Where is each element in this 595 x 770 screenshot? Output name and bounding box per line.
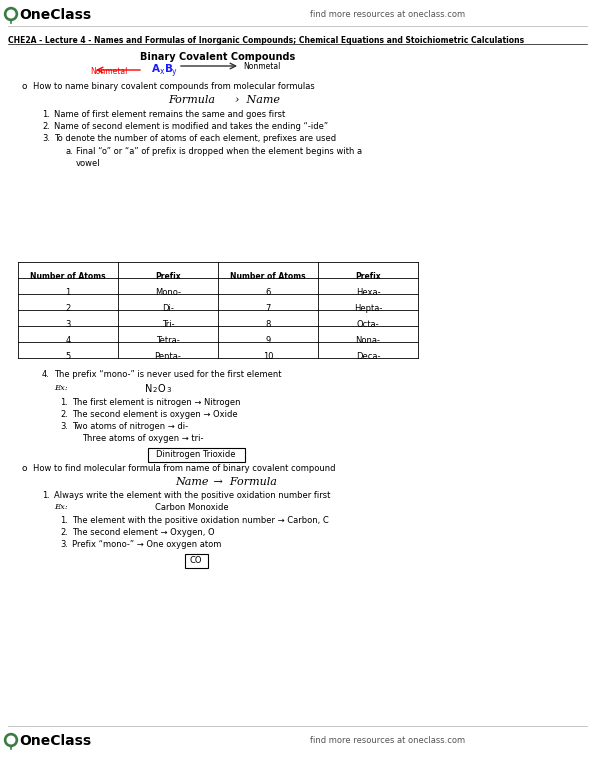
Text: The prefix “mono-” is never used for the first element: The prefix “mono-” is never used for the… — [54, 370, 281, 379]
Text: 1.: 1. — [60, 398, 68, 407]
FancyBboxPatch shape — [184, 554, 208, 567]
Text: Nonmetal: Nonmetal — [243, 62, 280, 71]
Text: 4: 4 — [65, 336, 71, 346]
Text: N: N — [145, 384, 152, 394]
Circle shape — [7, 10, 15, 18]
Text: ›  Name: › Name — [228, 95, 280, 105]
Text: Name: Name — [175, 477, 208, 487]
Text: B: B — [165, 64, 173, 74]
Text: 6: 6 — [265, 289, 271, 297]
Text: CO: CO — [190, 556, 202, 565]
Text: Three atoms of oxygen → tri-: Three atoms of oxygen → tri- — [82, 434, 203, 443]
Text: 9: 9 — [265, 336, 271, 346]
Text: 4.: 4. — [42, 370, 50, 379]
Text: Tri-: Tri- — [162, 320, 174, 330]
Text: 1.: 1. — [60, 516, 68, 525]
Text: 3.: 3. — [60, 422, 68, 431]
Text: 3: 3 — [65, 320, 71, 330]
Text: 2.: 2. — [42, 122, 50, 131]
Text: find more resources at oneclass.com: find more resources at oneclass.com — [310, 736, 465, 745]
Text: vowel: vowel — [76, 159, 101, 168]
Text: 1.: 1. — [42, 110, 50, 119]
Text: How to find molecular formula from name of binary covalent compound: How to find molecular formula from name … — [33, 464, 336, 473]
Text: 2.: 2. — [60, 528, 68, 537]
Text: o: o — [22, 82, 27, 91]
Text: Octa-: Octa- — [356, 320, 380, 330]
Text: 5: 5 — [65, 353, 71, 361]
Text: →  Formula: → Formula — [210, 477, 277, 487]
Text: 7: 7 — [265, 304, 271, 313]
Text: 1.: 1. — [42, 491, 50, 500]
Text: Ex:: Ex: — [54, 384, 68, 392]
Text: Final “o” or “a” of prefix is dropped when the element begins with a: Final “o” or “a” of prefix is dropped wh… — [76, 147, 362, 156]
Circle shape — [5, 8, 17, 21]
Text: How to name binary covalent compounds from molecular formulas: How to name binary covalent compounds fr… — [33, 82, 315, 91]
Text: Nona-: Nona- — [355, 336, 380, 346]
Text: Prefix: Prefix — [155, 273, 181, 281]
Text: Hepta-: Hepta- — [354, 304, 382, 313]
Text: o: o — [22, 464, 27, 473]
Text: Dinitrogen Trioxide: Dinitrogen Trioxide — [156, 450, 236, 459]
Text: y: y — [172, 67, 177, 76]
Text: To denote the number of atoms of each element, prefixes are used: To denote the number of atoms of each el… — [54, 134, 336, 143]
Text: 3.: 3. — [42, 134, 50, 143]
Text: Deca-: Deca- — [356, 353, 380, 361]
Text: 8: 8 — [265, 320, 271, 330]
Text: The element with the positive oxidation number → Carbon, C: The element with the positive oxidation … — [72, 516, 329, 525]
Text: Always write the element with the positive oxidation number first: Always write the element with the positi… — [54, 491, 330, 500]
Text: The second element is oxygen → Oxide: The second element is oxygen → Oxide — [72, 410, 237, 419]
Text: 3: 3 — [166, 387, 171, 393]
Text: Two atoms of nitrogen → di-: Two atoms of nitrogen → di- — [72, 422, 188, 431]
Text: OneClass: OneClass — [19, 8, 91, 22]
Text: OneClass: OneClass — [19, 734, 91, 748]
Text: The second element → Oxygen, O: The second element → Oxygen, O — [72, 528, 215, 537]
Text: Name of second element is modified and takes the ending “-ide”: Name of second element is modified and t… — [54, 122, 328, 131]
Text: CHE2A - Lecture 4 - Names and Formulas of Inorganic Compounds; Chemical Equation: CHE2A - Lecture 4 - Names and Formulas o… — [8, 36, 524, 45]
Text: Ex:: Ex: — [54, 503, 68, 511]
Text: x: x — [160, 67, 164, 76]
Text: A: A — [152, 64, 160, 74]
Text: Binary Covalent Compounds: Binary Covalent Compounds — [140, 52, 295, 62]
Text: a.: a. — [66, 147, 74, 156]
Text: Number of Atoms: Number of Atoms — [230, 273, 306, 281]
Text: 10: 10 — [263, 353, 273, 361]
Text: The first element is nitrogen → Nitrogen: The first element is nitrogen → Nitrogen — [72, 398, 240, 407]
FancyBboxPatch shape — [148, 447, 245, 461]
Text: 1: 1 — [65, 289, 71, 297]
Text: Prefix “mono-” → One oxygen atom: Prefix “mono-” → One oxygen atom — [72, 540, 221, 549]
Text: Mono-: Mono- — [155, 289, 181, 297]
Text: Number of Atoms: Number of Atoms — [30, 273, 106, 281]
Text: 2: 2 — [65, 304, 71, 313]
Text: Prefix: Prefix — [355, 273, 381, 281]
Text: 3.: 3. — [60, 540, 68, 549]
Text: Formula: Formula — [168, 95, 215, 105]
Text: find more resources at oneclass.com: find more resources at oneclass.com — [310, 10, 465, 19]
Text: Tetra-: Tetra- — [156, 336, 180, 346]
Text: Hexa-: Hexa- — [356, 289, 380, 297]
Text: Name of first element remains the same and goes first: Name of first element remains the same a… — [54, 110, 285, 119]
Text: Di-: Di- — [162, 304, 174, 313]
Text: 2.: 2. — [60, 410, 68, 419]
Circle shape — [5, 734, 17, 746]
Circle shape — [7, 736, 15, 744]
Text: 2: 2 — [153, 387, 157, 393]
Text: Carbon Monoxide: Carbon Monoxide — [155, 503, 228, 512]
Text: O: O — [158, 384, 165, 394]
Text: Nonmetal: Nonmetal — [90, 67, 127, 76]
Text: Penta-: Penta- — [155, 353, 181, 361]
